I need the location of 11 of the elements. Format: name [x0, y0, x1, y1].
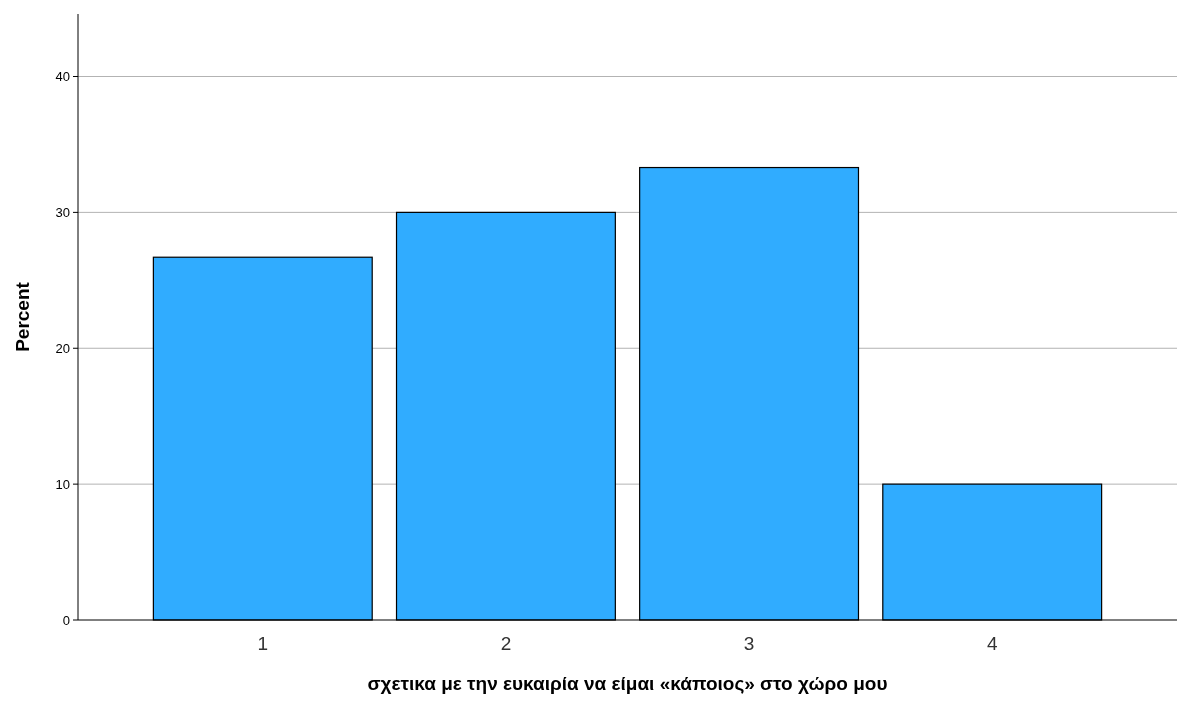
- y-tick-label: 20: [55, 340, 70, 356]
- x-tick-label: 4: [986, 633, 998, 654]
- x-axis-title: σχετικα με την ευκαιρία να είμαι «κάποιος» στο χώρο μου: [367, 673, 888, 694]
- y-tick-label: 10: [55, 476, 70, 492]
- x-tick-label: 2: [500, 633, 512, 654]
- x-tick-label: 3: [743, 633, 755, 654]
- x-tick-label: 1: [257, 633, 269, 654]
- y-tick-label: 30: [55, 204, 70, 220]
- y-axis-title: Percent: [12, 281, 33, 352]
- y-tick-label: 40: [55, 69, 70, 85]
- y-tick-label: 0: [62, 612, 70, 628]
